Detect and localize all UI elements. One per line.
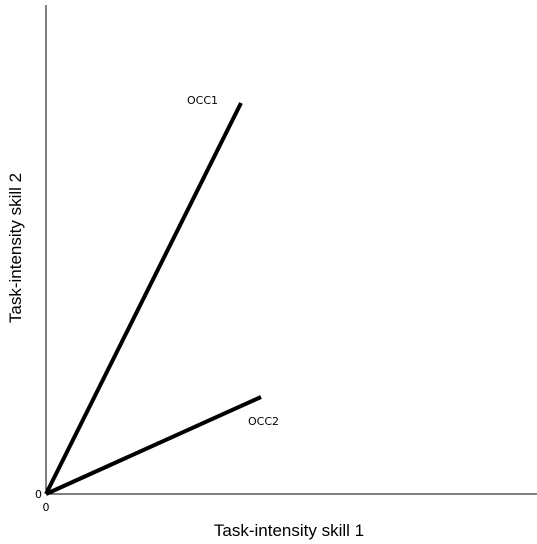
y-axis-title: Task-intensity skill 2: [6, 173, 25, 323]
origin-label: 0: [43, 501, 50, 514]
origin-label: 0: [35, 488, 42, 501]
vector-label: OCC2: [248, 415, 279, 428]
vector-line: [44, 102, 243, 495]
x-axis-title: Task-intensity skill 1: [214, 521, 364, 540]
vector-line: [45, 395, 262, 496]
vector-label: OCC1: [187, 94, 218, 107]
